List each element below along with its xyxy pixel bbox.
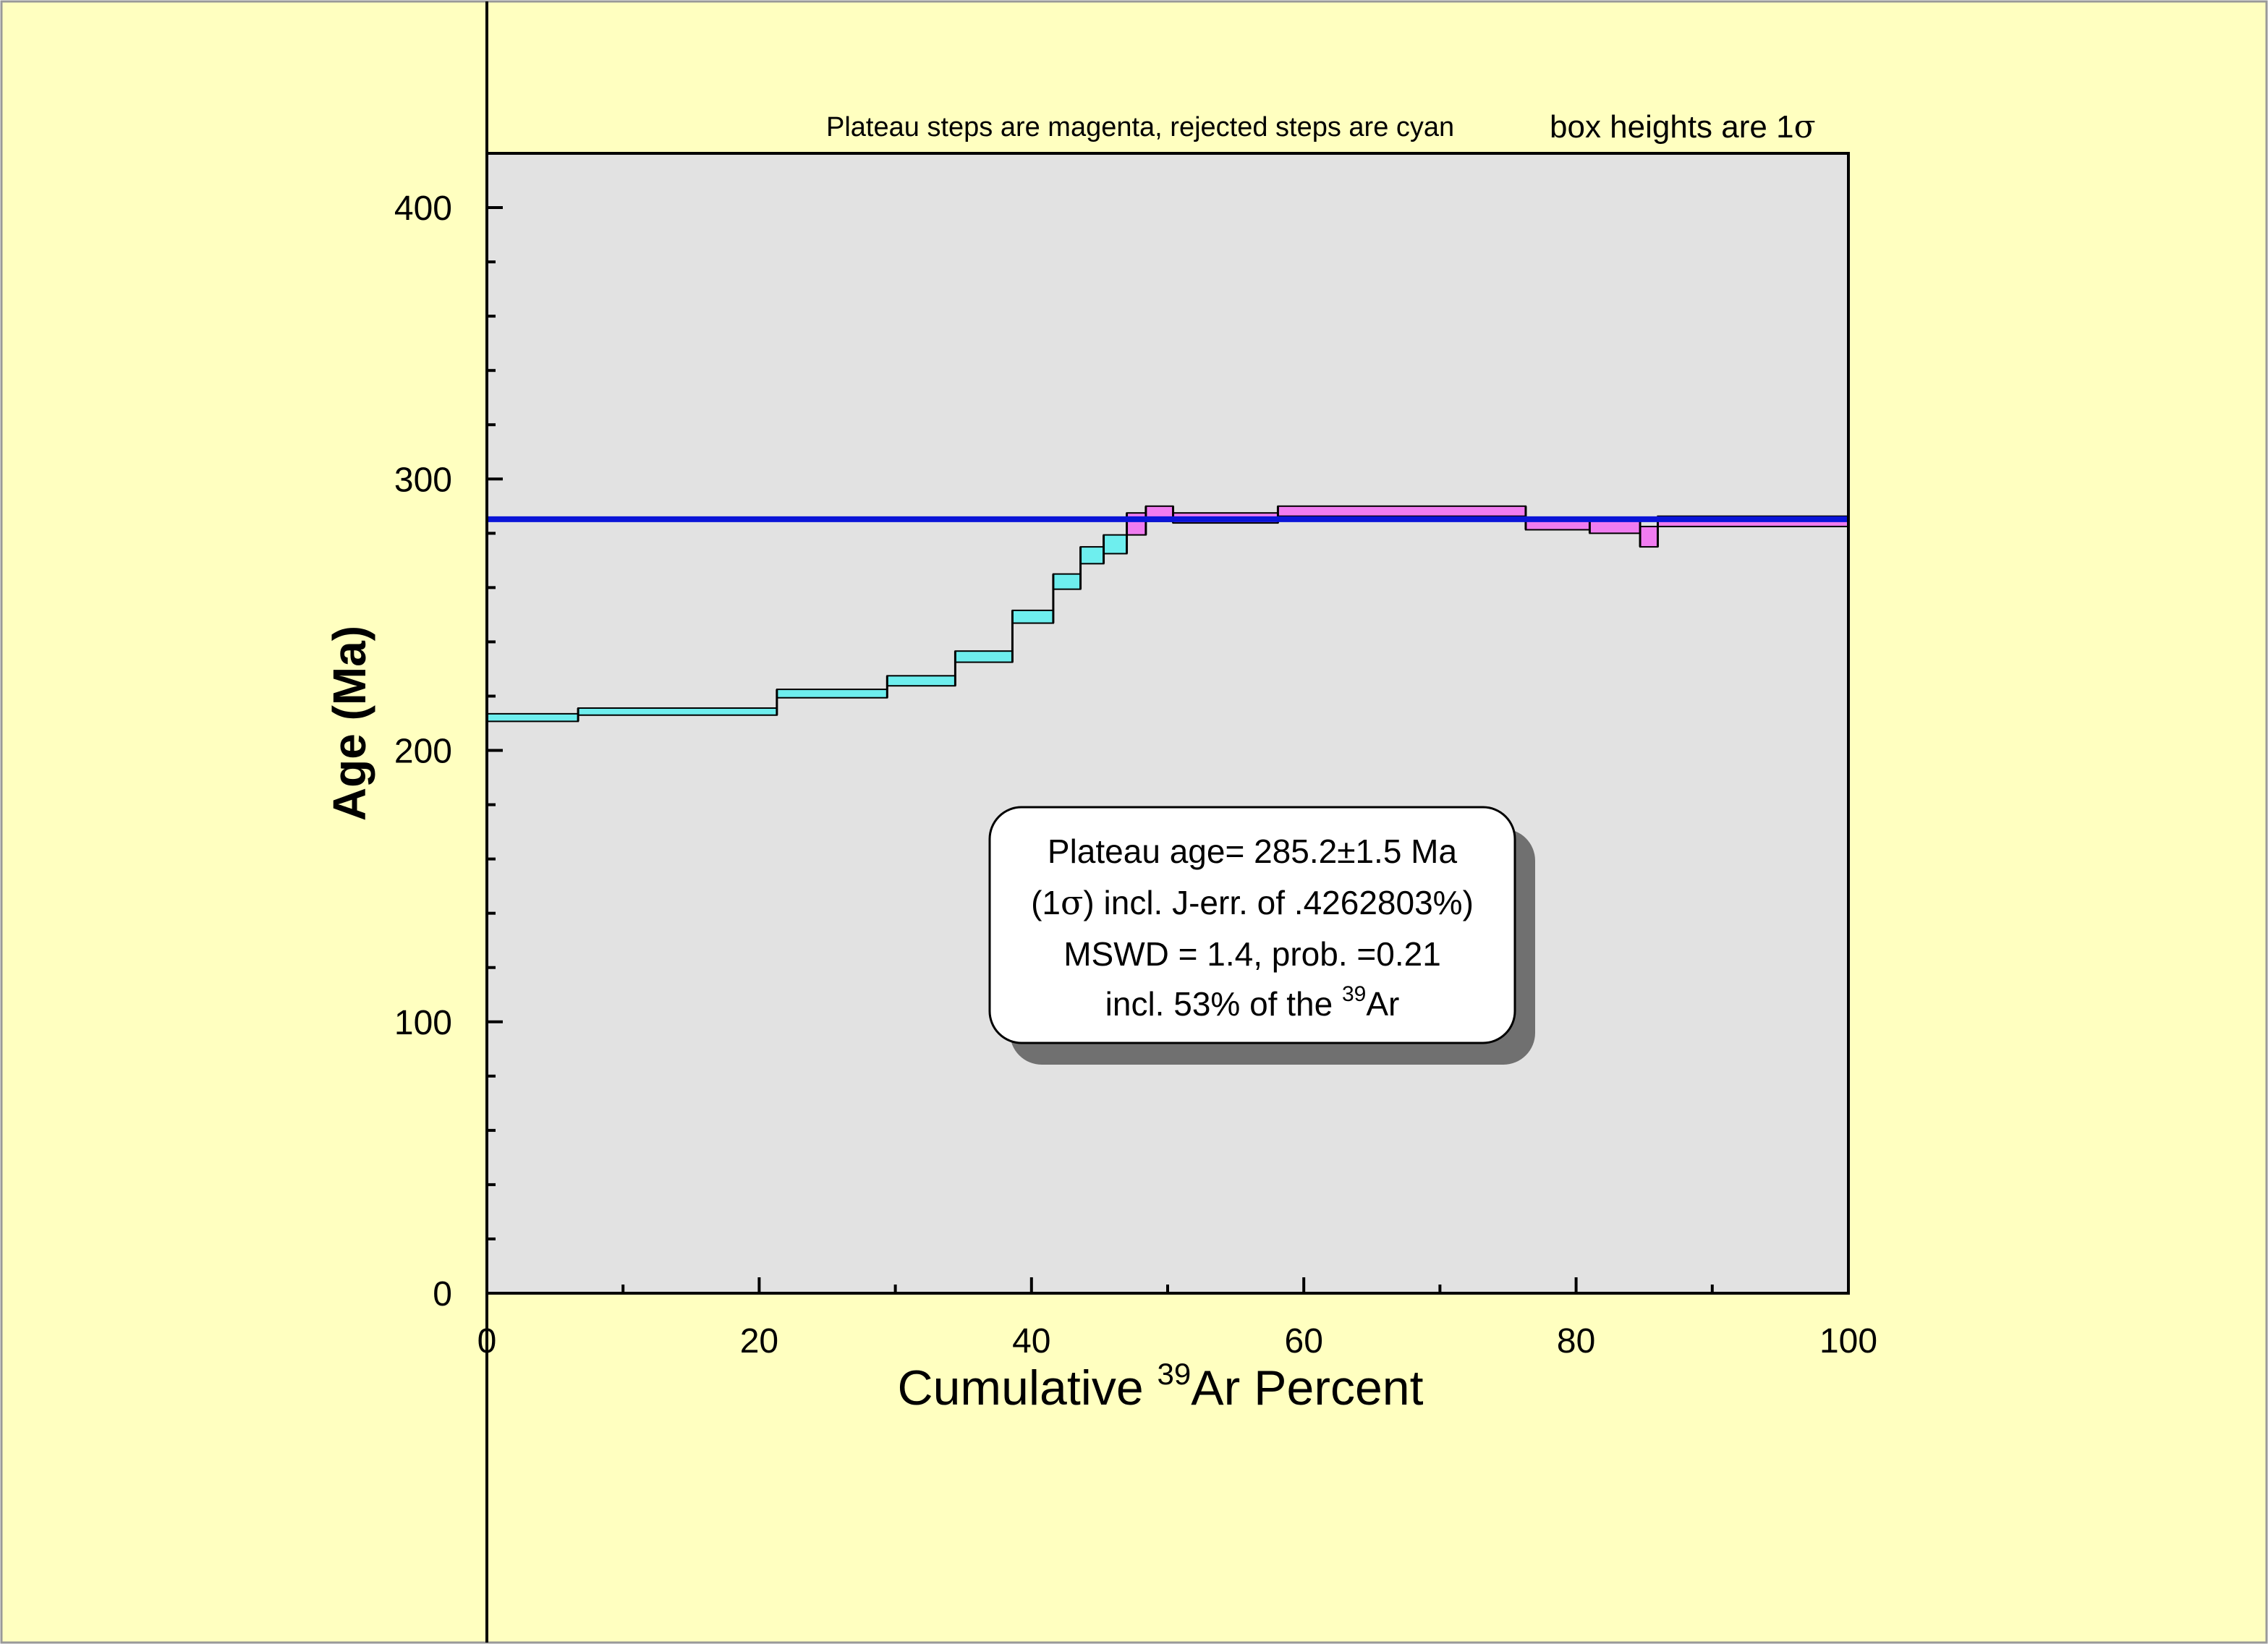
rejected-step	[1103, 534, 1128, 555]
x-axis-title: Cumulative 39Ar Percent	[898, 1357, 1424, 1415]
x-axis-title-post: Ar Percent	[1191, 1360, 1423, 1415]
plot-frame	[485, 152, 1850, 1295]
rejected-step	[486, 712, 579, 723]
info-ar-fraction-sup: 39	[1342, 982, 1366, 1006]
info-sigma-symbol: σ	[1061, 883, 1083, 922]
info-plateau-age: Plateau age= 285.2±1.5 Ma	[1048, 832, 1458, 870]
y-tick-label: 0	[433, 1275, 452, 1313]
plateau-step	[1277, 505, 1526, 517]
plateau-step	[1639, 525, 1659, 548]
rejected-step	[1052, 573, 1082, 590]
note-plateau-colors: Plateau steps are magenta, rejected step…	[826, 112, 1454, 142]
x-tick-label: 60	[1285, 1322, 1323, 1360]
info-ar-fraction-pre: incl. 53% of the	[1105, 985, 1342, 1023]
x-tick-label: 0	[477, 1322, 497, 1360]
x-tick-label: 100	[1819, 1322, 1877, 1360]
rejected-step	[886, 675, 956, 687]
x-tick-label: 20	[740, 1322, 778, 1360]
sigma-symbol: σ	[1794, 108, 1816, 145]
info-j-error-post: ) incl. J-err. of .4262803%)	[1083, 884, 1473, 921]
rejected-step	[954, 650, 1014, 663]
info-j-error-pre: (1	[1031, 884, 1061, 921]
x-axis-title-sup: 39	[1158, 1357, 1192, 1391]
y-tick-label: 400	[394, 189, 452, 228]
x-tick-label: 80	[1557, 1322, 1595, 1360]
rejected-step	[1011, 609, 1054, 624]
y-axis-title: Age (Ma)	[323, 626, 375, 821]
plot-area	[487, 153, 1848, 1293]
note-box-heights-text: box heights are 1	[1550, 109, 1794, 145]
y-tick-label: 200	[394, 733, 452, 771]
x-tick-label: 40	[1012, 1322, 1050, 1360]
rejected-step	[1079, 546, 1105, 565]
info-j-error: (1σ) incl. J-err. of .4262803%)	[1031, 883, 1474, 922]
x-axis-title-pre: Cumulative	[898, 1360, 1158, 1415]
plateau-step	[1126, 512, 1147, 536]
info-ar-fraction: incl. 53% of the 39Ar	[1105, 982, 1400, 1023]
y-tick-label: 100	[394, 1004, 452, 1042]
info-box-panel	[988, 806, 1516, 1044]
info-mswd: MSWD = 1.4, prob. =0.21	[1063, 935, 1441, 973]
rejected-step	[577, 707, 778, 716]
y-tick-label: 300	[394, 461, 452, 499]
plateau-info-box: Plateau age= 285.2±1.5 Ma (1σ) incl. J-e…	[988, 806, 1535, 1065]
note-box-heights: box heights are 1σ	[1550, 108, 1816, 145]
rejected-step	[776, 689, 888, 699]
info-ar-fraction-post: Ar	[1366, 985, 1399, 1023]
